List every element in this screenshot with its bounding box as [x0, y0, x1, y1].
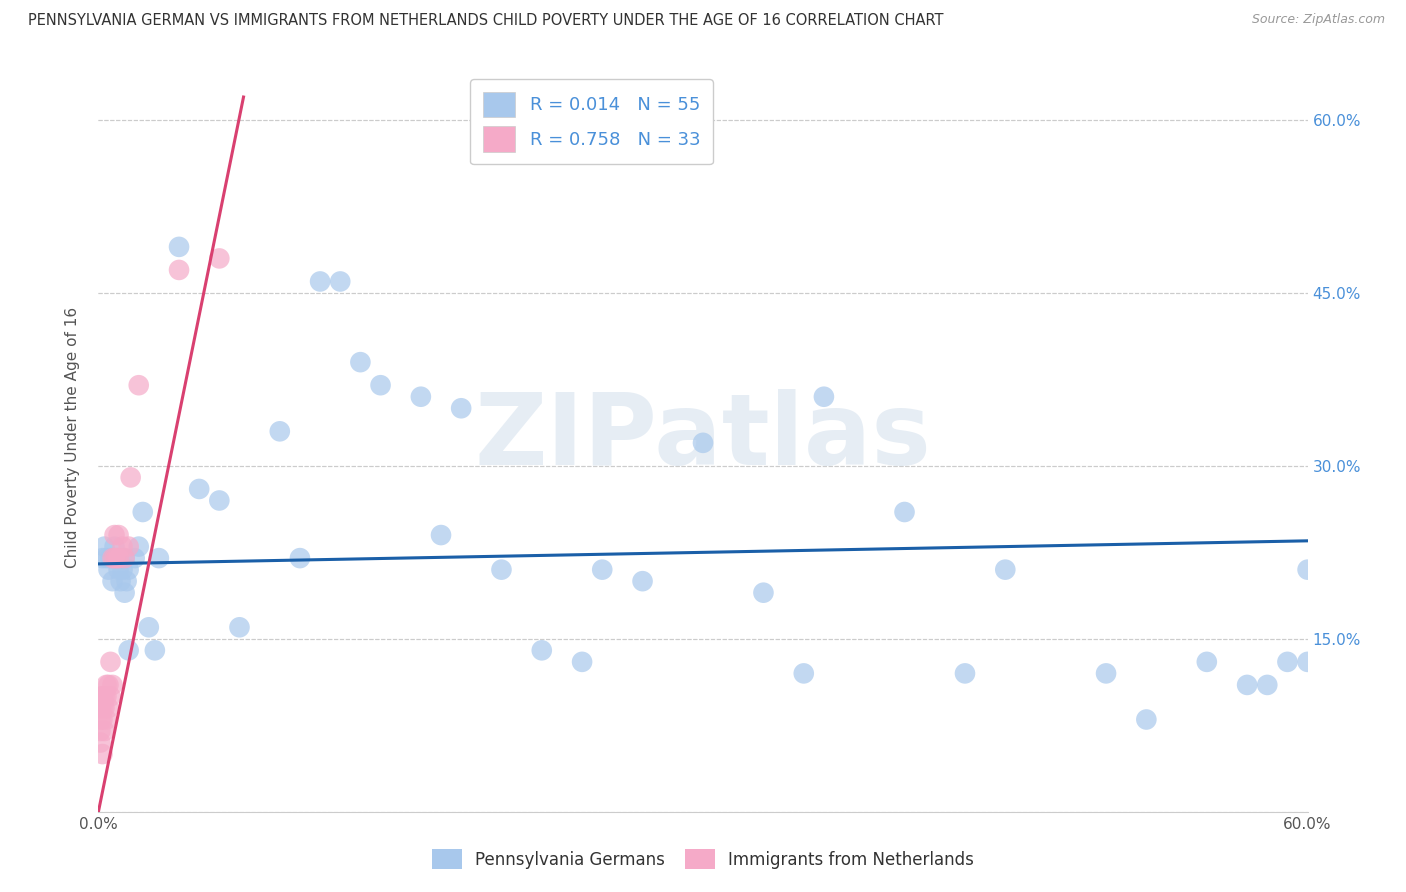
Point: [93, 701, 115, 715]
Point: [208, 493, 231, 508]
Point: [148, 551, 170, 566]
Point: [138, 620, 160, 634]
Point: [97, 678, 120, 692]
Legend: Pennsylvania Germans, Immigrants from Netherlands: Pennsylvania Germans, Immigrants from Ne…: [422, 838, 984, 880]
Point: [91, 747, 114, 761]
Point: [813, 390, 835, 404]
Point: [107, 551, 129, 566]
Point: [1135, 713, 1157, 727]
Point: [450, 401, 472, 416]
Point: [114, 551, 136, 566]
Point: [114, 551, 136, 566]
Point: [132, 505, 155, 519]
Point: [89, 701, 111, 715]
Point: [89, 690, 111, 704]
Point: [752, 585, 775, 599]
Point: [100, 551, 122, 566]
Point: [111, 563, 134, 577]
Point: [89, 713, 111, 727]
Point: [128, 540, 150, 554]
Point: [430, 528, 453, 542]
Point: [167, 263, 190, 277]
Point: [793, 666, 815, 681]
Point: [96, 713, 118, 727]
Text: PENNSYLVANIA GERMAN VS IMMIGRANTS FROM NETHERLANDS CHILD POVERTY UNDER THE AGE O: PENNSYLVANIA GERMAN VS IMMIGRANTS FROM N…: [28, 13, 943, 29]
Point: [571, 655, 593, 669]
Point: [591, 563, 613, 577]
Point: [93, 690, 115, 704]
Y-axis label: Child Poverty Under the Age of 16: Child Poverty Under the Age of 16: [65, 307, 80, 567]
Point: [118, 540, 141, 554]
Point: [128, 378, 150, 392]
Point: [96, 690, 118, 704]
Point: [1296, 655, 1319, 669]
Point: [208, 252, 231, 266]
Point: [309, 275, 332, 289]
Point: [893, 505, 915, 519]
Point: [107, 528, 129, 542]
Point: [101, 574, 124, 589]
Point: [631, 574, 654, 589]
Point: [1277, 655, 1299, 669]
Point: [103, 551, 125, 566]
Point: [100, 655, 122, 669]
Point: [370, 378, 392, 392]
Text: Source: ZipAtlas.com: Source: ZipAtlas.com: [1251, 13, 1385, 27]
Point: [114, 585, 136, 599]
Point: [89, 724, 111, 739]
Point: [1236, 678, 1258, 692]
Point: [110, 574, 132, 589]
Point: [115, 574, 138, 589]
Point: [188, 482, 211, 496]
Point: [93, 724, 115, 739]
Point: [409, 390, 432, 404]
Point: [103, 528, 125, 542]
Point: [91, 701, 114, 715]
Point: [100, 690, 122, 704]
Point: [105, 551, 128, 566]
Point: [692, 435, 714, 450]
Point: [107, 563, 129, 577]
Point: [93, 540, 115, 554]
Legend: R = 0.014   N = 55, R = 0.758   N = 33: R = 0.014 N = 55, R = 0.758 N = 33: [470, 79, 713, 164]
Point: [111, 540, 134, 554]
Point: [1195, 655, 1218, 669]
Point: [530, 643, 553, 657]
Text: ZIPatlas: ZIPatlas: [475, 389, 931, 485]
Point: [143, 643, 166, 657]
Point: [89, 735, 111, 749]
Point: [349, 355, 371, 369]
Point: [288, 551, 311, 566]
Point: [994, 563, 1017, 577]
Point: [118, 643, 141, 657]
Point: [124, 551, 146, 566]
Point: [97, 563, 120, 577]
Point: [96, 551, 118, 566]
Point: [105, 551, 128, 566]
Point: [1256, 678, 1278, 692]
Point: [1095, 666, 1118, 681]
Point: [91, 551, 114, 566]
Point: [96, 678, 118, 692]
Point: [103, 540, 125, 554]
Point: [167, 240, 190, 254]
Point: [228, 620, 250, 634]
Point: [91, 713, 114, 727]
Point: [91, 690, 114, 704]
Point: [1296, 563, 1319, 577]
Point: [118, 563, 141, 577]
Point: [97, 701, 120, 715]
Point: [329, 275, 352, 289]
Point: [101, 678, 124, 692]
Point: [953, 666, 976, 681]
Point: [120, 470, 142, 484]
Point: [491, 563, 513, 577]
Point: [101, 551, 124, 566]
Point: [269, 425, 291, 439]
